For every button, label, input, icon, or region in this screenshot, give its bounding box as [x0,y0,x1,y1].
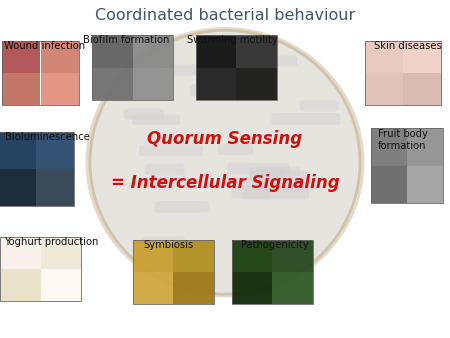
Bar [173,272,214,304]
Bar [36,132,74,169]
Bar [0,132,74,206]
Bar [364,41,441,105]
FancyBboxPatch shape [190,84,235,96]
Ellipse shape [90,30,360,294]
Bar [371,166,407,203]
FancyBboxPatch shape [261,166,300,176]
FancyBboxPatch shape [250,55,297,67]
FancyBboxPatch shape [256,182,315,192]
Bar [364,73,403,105]
FancyBboxPatch shape [243,188,309,200]
Bar [2,41,79,105]
Bar [2,41,40,73]
Bar [272,240,313,272]
FancyBboxPatch shape [144,164,184,175]
FancyBboxPatch shape [142,237,184,248]
FancyBboxPatch shape [124,108,164,120]
Bar [232,272,272,304]
Bar [407,166,443,203]
Bar [364,41,403,73]
Text: Coordinated bacterial behaviour: Coordinated bacterial behaviour [95,8,355,23]
FancyBboxPatch shape [249,167,287,179]
Text: Fruit body
formation: Fruit body formation [378,129,428,151]
Text: Bioluminescence: Bioluminescence [4,132,90,143]
Text: Wound infection: Wound infection [4,41,86,51]
Bar [232,240,272,272]
Bar [407,128,443,166]
Bar [403,41,441,73]
FancyBboxPatch shape [147,177,190,187]
FancyBboxPatch shape [238,178,278,187]
Bar [236,35,277,68]
Bar [92,68,133,100]
Bar [371,128,443,203]
FancyBboxPatch shape [218,144,253,155]
Bar [133,68,173,100]
Bar [0,237,81,301]
FancyBboxPatch shape [227,163,289,174]
FancyBboxPatch shape [132,115,180,125]
Text: Biofilm formation: Biofilm formation [83,35,170,46]
Bar [196,68,236,100]
Text: = Intercellular Signaling: = Intercellular Signaling [111,173,339,192]
FancyBboxPatch shape [136,263,195,275]
Bar [0,132,36,169]
Bar [236,68,277,100]
Bar [0,269,40,301]
Text: Symbiosis: Symbiosis [143,240,194,250]
FancyBboxPatch shape [167,65,231,75]
Bar [133,240,173,272]
Bar [40,41,79,73]
FancyBboxPatch shape [300,100,338,111]
Bar [0,237,40,269]
Bar [36,169,74,206]
Bar [173,240,214,272]
Bar [40,269,81,301]
Bar [133,272,173,304]
Bar [371,128,407,166]
Text: Yoghurt production: Yoghurt production [4,237,99,247]
Ellipse shape [86,27,365,297]
Bar [92,35,133,68]
FancyBboxPatch shape [139,145,203,156]
Bar [0,169,36,206]
FancyBboxPatch shape [232,186,270,198]
Bar [403,73,441,105]
Bar [40,73,79,105]
Bar [196,35,236,68]
Bar [133,35,173,68]
Text: Swarming motility: Swarming motility [187,35,278,46]
Bar [92,35,173,100]
FancyBboxPatch shape [271,113,341,125]
Text: Pathogenicity: Pathogenicity [241,240,309,250]
Text: Quorum Sensing: Quorum Sensing [148,129,302,148]
Bar [2,73,40,105]
Text: Skin diseases: Skin diseases [374,41,441,51]
FancyBboxPatch shape [155,201,209,213]
Bar [272,272,313,304]
Bar [133,240,214,304]
Bar [196,35,277,100]
Bar [40,237,81,269]
FancyBboxPatch shape [250,171,309,180]
Bar [232,240,313,304]
